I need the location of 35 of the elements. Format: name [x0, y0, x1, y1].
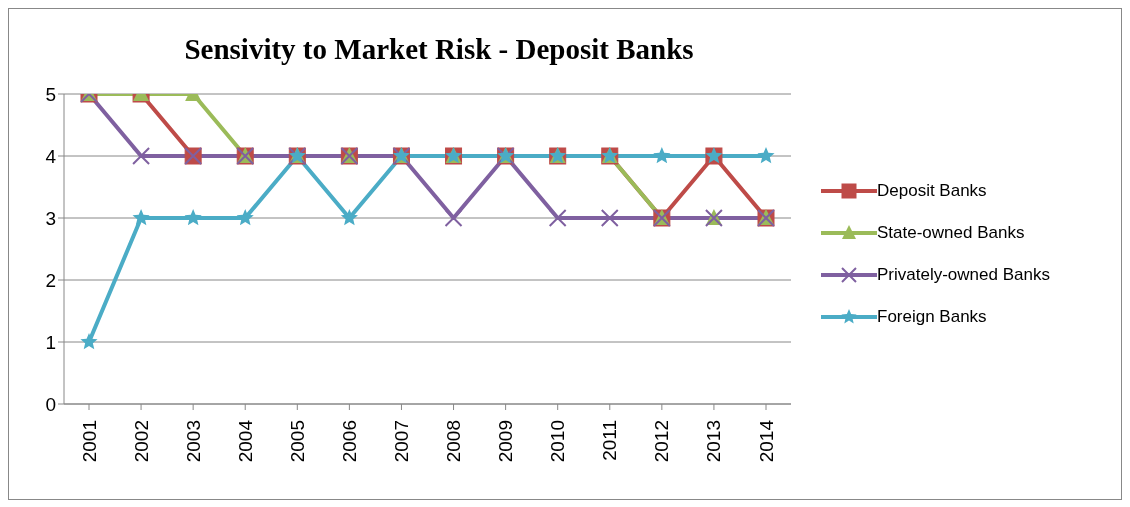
x-tick-label: 2007 [390, 420, 412, 463]
y-tick-label: 5 [45, 83, 56, 105]
point [340, 209, 358, 226]
x-tick-label: 2001 [78, 420, 100, 463]
y-tick-label: 1 [45, 331, 56, 353]
point [184, 209, 202, 226]
point [132, 209, 150, 226]
y-tick-label: 3 [45, 207, 56, 229]
point [236, 209, 254, 226]
x-tick-label: 2009 [495, 420, 517, 463]
point [757, 147, 775, 164]
x-tick-label: 2006 [338, 420, 360, 463]
x-tick-label: 2004 [234, 419, 256, 463]
x-tick-label: 2012 [651, 420, 673, 463]
point [653, 147, 671, 164]
y-tick-label: 4 [45, 145, 57, 167]
legend-label: Deposit Banks [877, 181, 987, 201]
point [132, 147, 151, 165]
x-tick-label: 2008 [443, 420, 465, 463]
legend-label: Foreign Banks [877, 307, 987, 327]
point [80, 333, 98, 350]
x-tick-label: 2002 [130, 420, 152, 463]
x-tick-label: 2011 [599, 420, 621, 461]
x-tick-label: 2013 [703, 420, 725, 463]
point [600, 209, 619, 227]
y-tick-label: 2 [45, 269, 56, 291]
x-tick-label: 2005 [286, 420, 308, 463]
legend-label: Privately-owned Banks [877, 265, 1050, 285]
chart-title: Sensivity to Market Risk - Deposit Banks [183, 33, 695, 66]
x-tick-label: 2010 [547, 420, 569, 463]
x-tick-label: 2014 [755, 419, 777, 463]
x-tick-label: 2003 [182, 420, 204, 463]
point [548, 209, 567, 227]
y-tick-label: 0 [45, 393, 56, 415]
legend-label: State-owned Banks [877, 223, 1025, 243]
